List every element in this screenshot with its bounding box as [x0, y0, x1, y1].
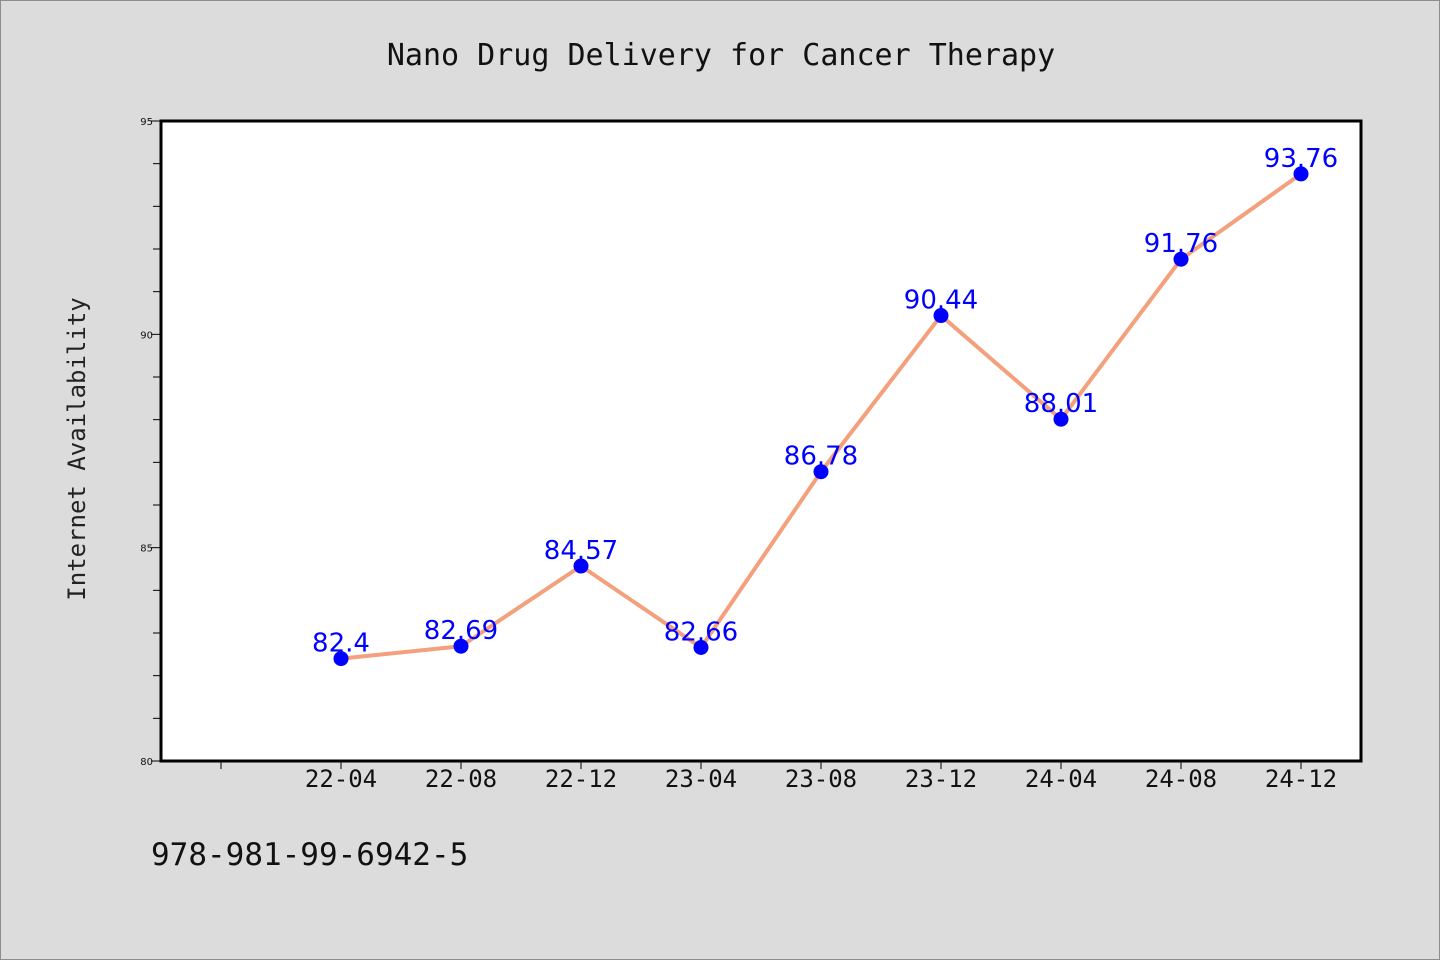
- data-series: 82.4 82.69 84.57 82.66 86.78 90.44 88.01 91.76 9…: [312, 144, 1338, 667]
- x-tick-label: 23-04: [665, 765, 737, 793]
- x-axis-ticks: 22-04 22-08 22-12 23-04 23-08 23-12 24-04 24-08…: [220, 761, 1337, 793]
- x-tick-label: 24-04: [1025, 765, 1097, 793]
- data-point: [1173, 251, 1189, 267]
- data-point: [1053, 411, 1069, 427]
- data-label: 82.66: [664, 618, 738, 648]
- x-tick-label: 22-08: [425, 765, 497, 793]
- data-point: [333, 651, 349, 667]
- data-point: [693, 640, 709, 656]
- data-label: 93.76: [1264, 144, 1338, 174]
- data-point: [933, 308, 949, 324]
- data-point: [573, 558, 589, 574]
- y-tick-label: 95: [140, 117, 153, 128]
- x-tick-label: 22-04: [305, 765, 377, 793]
- data-label: 82.4: [312, 629, 370, 659]
- x-tick-label: 23-12: [905, 765, 977, 793]
- data-label: 84.57: [544, 536, 618, 566]
- data-label: 86.78: [784, 442, 858, 472]
- y-tick-label: 90: [140, 330, 153, 341]
- x-tick-label: 24-08: [1145, 765, 1217, 793]
- chart-title: Nano Drug Delivery for Cancer Therapy: [387, 38, 1055, 73]
- y-tick-label: 80: [140, 757, 153, 768]
- y-axis-ticks: 80 85 90 95: [140, 117, 161, 768]
- x-tick-label: 23-08: [785, 765, 857, 793]
- data-label: 91.76: [1144, 229, 1218, 259]
- data-label: 90.44: [904, 286, 978, 316]
- data-point: [453, 638, 469, 654]
- x-tick-label: 24-12: [1265, 765, 1337, 793]
- data-point: [813, 464, 829, 480]
- data-label: 82.69: [424, 616, 498, 646]
- x-tick-label: 22-12: [545, 765, 617, 793]
- plot-background: [159, 119, 1363, 763]
- data-point: [1293, 166, 1309, 182]
- isbn-label: 978-981-99-6942-5: [151, 837, 468, 873]
- y-axis-label: Internet Availability: [63, 297, 91, 600]
- y-tick-label: 85: [140, 544, 153, 555]
- data-label: 88.01: [1024, 389, 1098, 419]
